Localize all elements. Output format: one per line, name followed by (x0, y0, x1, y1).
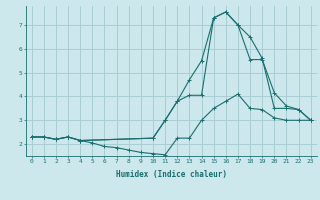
X-axis label: Humidex (Indice chaleur): Humidex (Indice chaleur) (116, 170, 227, 179)
